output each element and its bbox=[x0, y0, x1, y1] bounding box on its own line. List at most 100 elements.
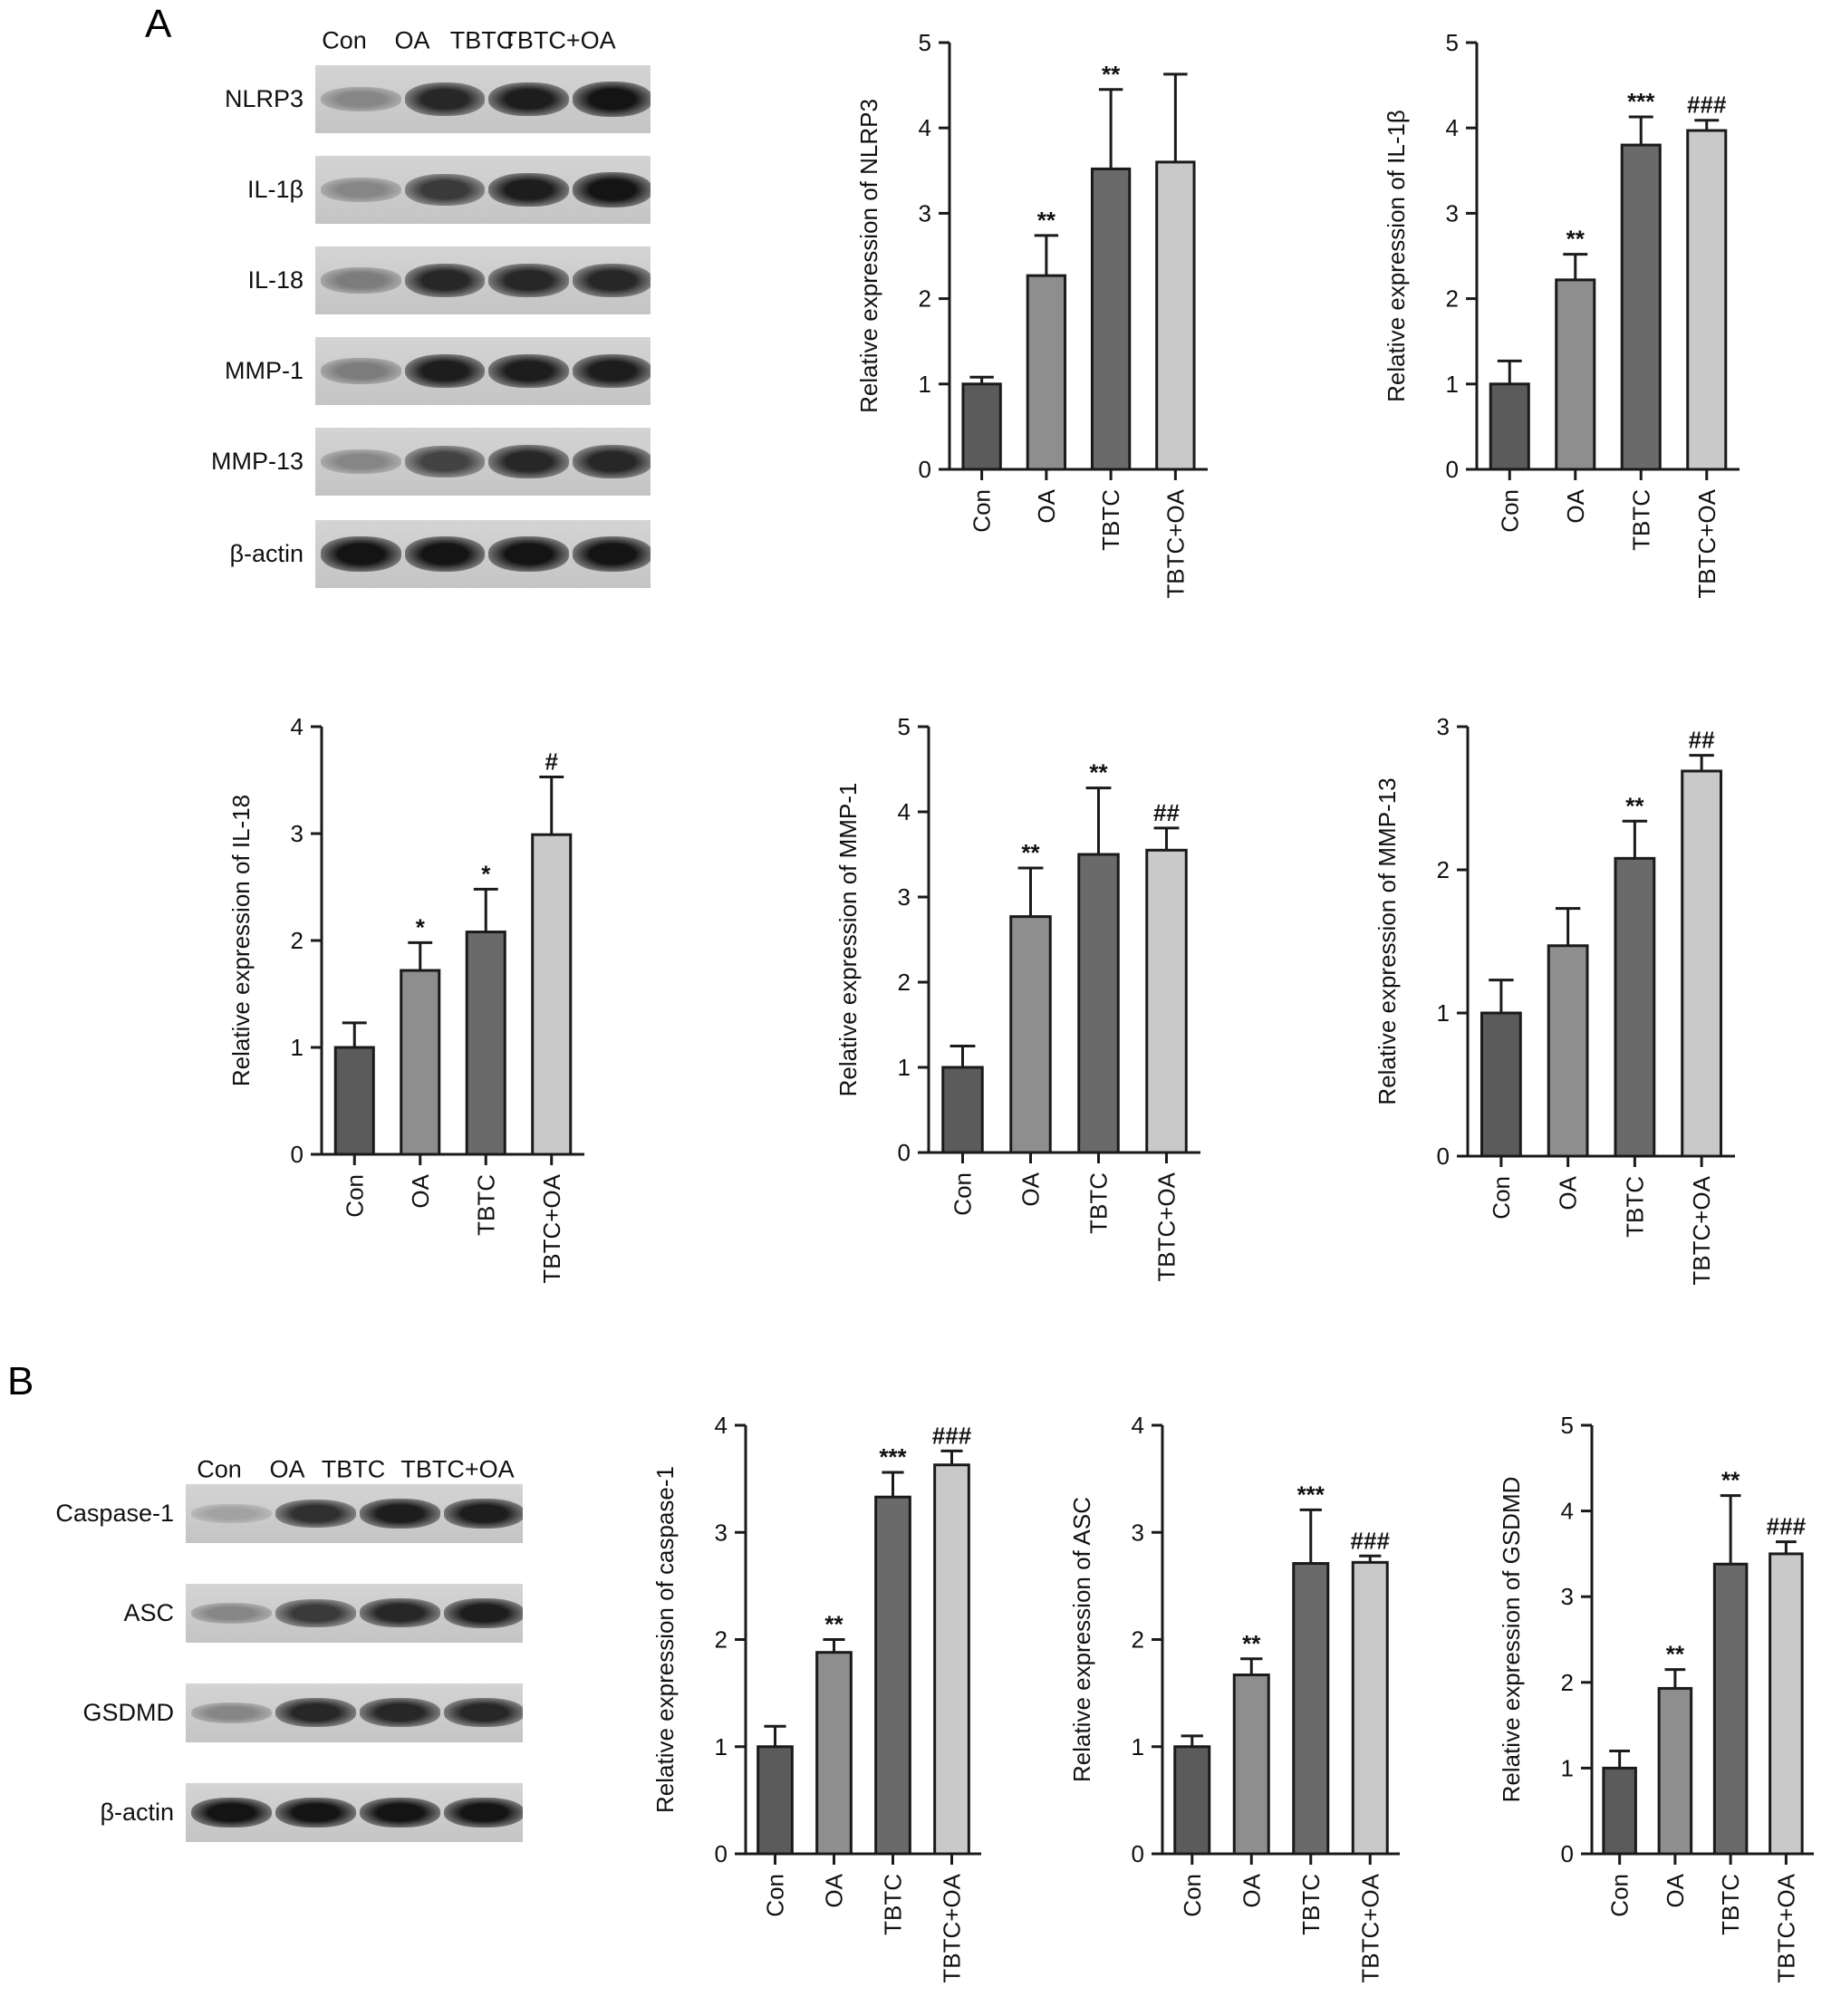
y-tick-label: 3 bbox=[919, 199, 931, 227]
x-tick-label: OA bbox=[1662, 1873, 1689, 1907]
band bbox=[360, 1797, 440, 1828]
x-tick-label: Con bbox=[1496, 489, 1523, 533]
blot-row-label-b-actin: β-actin bbox=[229, 539, 304, 567]
blot-strip-b-actin bbox=[315, 520, 651, 588]
band bbox=[404, 446, 485, 477]
blot-strip-caspase-1 bbox=[186, 1484, 523, 1543]
bar-tbtc-oa bbox=[1769, 1552, 1804, 1856]
y-tick-label: 4 bbox=[1132, 1412, 1144, 1439]
y-axis-label: Relative expression of IL-18 bbox=[227, 795, 255, 1086]
x-tick-label: TBTC+OA bbox=[1153, 1172, 1181, 1281]
band bbox=[444, 1598, 523, 1628]
x-tick-label: TBTC+OA bbox=[1688, 1175, 1715, 1285]
band bbox=[191, 1503, 272, 1524]
y-tick-label: 0 bbox=[1437, 1143, 1450, 1170]
y-tick-label: 4 bbox=[919, 114, 931, 141]
x-tick-label: Con bbox=[969, 489, 996, 533]
y-tick-label: 3 bbox=[1132, 1519, 1144, 1546]
band bbox=[488, 445, 569, 478]
lane-label-oa: OA bbox=[269, 1455, 305, 1483]
y-tick-label: 1 bbox=[291, 1034, 304, 1061]
x-tick-label: TBTC+OA bbox=[1693, 488, 1721, 598]
band bbox=[572, 264, 651, 297]
significance-label: ** bbox=[1089, 759, 1108, 786]
y-tick-label: 0 bbox=[291, 1141, 304, 1168]
y-tick-label: 2 bbox=[291, 927, 304, 954]
bar-tbtc-oa bbox=[933, 1463, 970, 1856]
x-tick-label: TBTC bbox=[1097, 489, 1124, 551]
significance-label: ** bbox=[1021, 839, 1040, 866]
y-tick-label: 0 bbox=[919, 456, 931, 483]
x-tick-label: TBTC+OA bbox=[538, 1173, 565, 1283]
y-tick-label: 0 bbox=[898, 1139, 911, 1166]
y-axis-label: Relative expression of NLRP3 bbox=[855, 99, 882, 413]
band bbox=[275, 1599, 356, 1627]
band bbox=[275, 1698, 356, 1728]
bar-con bbox=[941, 1066, 984, 1154]
blot-strip-mmp-13 bbox=[315, 428, 651, 496]
band bbox=[404, 353, 485, 389]
blot-row-label-il-1b: IL-1β bbox=[246, 175, 304, 203]
bar-tbtc-oa bbox=[1686, 129, 1728, 471]
y-tick-label: 5 bbox=[1561, 1412, 1574, 1439]
y-tick-label: 0 bbox=[1132, 1840, 1144, 1867]
significance-label: * bbox=[481, 860, 491, 887]
significance-label: ### bbox=[1351, 1527, 1391, 1554]
bar-oa bbox=[1009, 915, 1052, 1154]
significance-label: *** bbox=[1627, 88, 1655, 115]
y-tick-label: 1 bbox=[898, 1054, 911, 1081]
bar-oa bbox=[400, 969, 441, 1156]
band bbox=[488, 264, 569, 297]
x-tick-label: OA bbox=[407, 1173, 434, 1208]
lane-label-con: Con bbox=[322, 26, 367, 54]
bar-con bbox=[333, 1046, 375, 1156]
bar-con bbox=[1602, 1766, 1637, 1856]
lane-label-tbtc: TBTC bbox=[321, 1455, 386, 1483]
y-tick-label: 2 bbox=[898, 969, 911, 996]
x-tick-label: TBTC bbox=[472, 1174, 499, 1236]
x-tick-label: TBTC+OA bbox=[1161, 488, 1189, 598]
band bbox=[488, 536, 569, 572]
significance-label: ** bbox=[1666, 1641, 1685, 1668]
significance-label: ** bbox=[824, 1611, 843, 1638]
band bbox=[444, 1698, 523, 1728]
band bbox=[321, 86, 401, 112]
y-tick-label: 2 bbox=[1437, 856, 1450, 883]
y-tick-label: 4 bbox=[715, 1412, 728, 1439]
y-tick-label: 0 bbox=[1561, 1840, 1574, 1867]
significance-label: *** bbox=[1297, 1481, 1325, 1508]
band bbox=[191, 1702, 272, 1724]
band bbox=[321, 177, 401, 203]
significance-label: ## bbox=[1689, 727, 1715, 754]
band bbox=[572, 172, 651, 207]
y-tick-label: 5 bbox=[1446, 29, 1459, 56]
y-tick-label: 3 bbox=[1437, 713, 1450, 740]
significance-label: ** bbox=[1242, 1630, 1261, 1657]
x-tick-label: TBTC bbox=[1717, 1874, 1744, 1935]
y-axis-label: Relative expression of GSDMD bbox=[1498, 1477, 1525, 1803]
y-tick-label: 1 bbox=[1437, 999, 1450, 1027]
lane-label-con: Con bbox=[197, 1455, 242, 1483]
y-tick-label: 1 bbox=[1561, 1754, 1574, 1781]
x-tick-label: OA bbox=[1017, 1172, 1045, 1206]
bar-tbtc-oa bbox=[1155, 160, 1196, 471]
x-tick-label: Con bbox=[949, 1172, 977, 1216]
y-tick-label: 4 bbox=[1446, 114, 1459, 141]
significance-label: *** bbox=[879, 1443, 907, 1471]
band bbox=[572, 82, 651, 117]
significance-label: ** bbox=[1566, 226, 1586, 253]
significance-label: ** bbox=[1625, 792, 1644, 819]
band bbox=[275, 1499, 356, 1529]
y-tick-label: 1 bbox=[919, 371, 931, 398]
x-tick-label: Con bbox=[1606, 1874, 1634, 1917]
blot-row-label-il-18: IL-18 bbox=[247, 265, 304, 294]
blot-row-label-nlrp3: NLRP3 bbox=[224, 84, 304, 112]
x-tick-label: Con bbox=[1488, 1176, 1515, 1220]
y-tick-label: 2 bbox=[715, 1626, 728, 1654]
y-tick-label: 3 bbox=[715, 1519, 728, 1546]
lane-label-oa: OA bbox=[394, 26, 430, 54]
